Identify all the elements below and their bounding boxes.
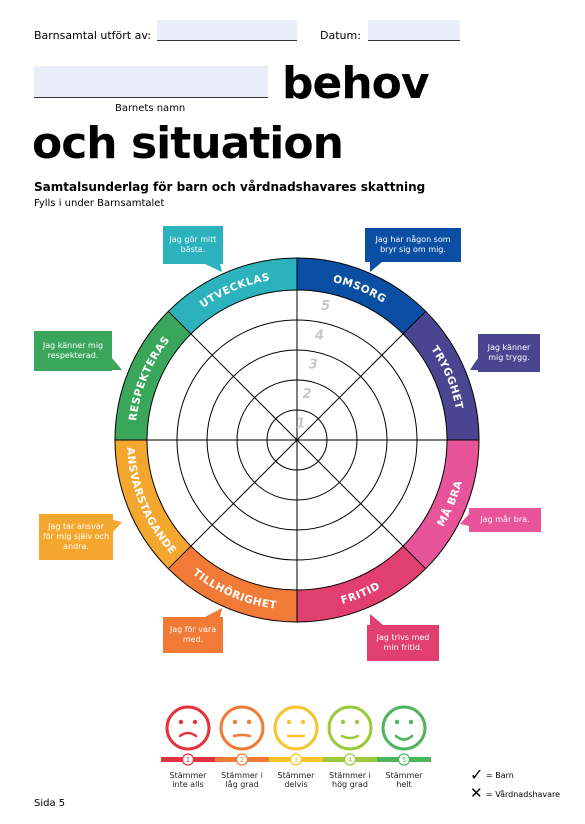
face-4-icon (327, 705, 373, 751)
face-mouth (232, 733, 252, 738)
face-eye (300, 719, 306, 725)
title-word-behov: behov (282, 58, 430, 109)
child-name-label: Barnets namn (115, 103, 186, 114)
scale-number-badge (235, 753, 249, 766)
face-eye (408, 719, 414, 725)
subtitle: Samtalsunderlag för barn och vårdnadshav… (34, 180, 426, 194)
scale-caption-3: Stämmer delvis (277, 771, 315, 789)
scale-number-2: 2 (302, 387, 311, 402)
face-mouth (340, 734, 360, 740)
bubble-trygghet: Jag känner mig trygg. (478, 334, 540, 372)
performed-by-underline (157, 40, 297, 41)
face-mouth (178, 731, 198, 738)
face-2-icon (219, 705, 265, 751)
scale-number-5: 5 (321, 299, 330, 314)
wheel-segment-ansvarstagande (115, 440, 191, 569)
scale-caption-1: Stämmer inte alls (169, 771, 207, 789)
date-label: Datum: (320, 29, 361, 42)
bubble-utvecklas: Jag gör mitt bästa. (163, 226, 223, 264)
child-name-underline (34, 97, 268, 98)
scale-caption-4: Stämmer i hög grad (329, 771, 371, 789)
scale-caption-5: Stämmer helt (385, 771, 423, 789)
scale-number-text: 1 (186, 756, 190, 764)
face-mouth (394, 734, 414, 741)
wheel-segment-fritid (297, 546, 426, 622)
face-eye (354, 719, 360, 725)
cross-mark-icon: ✕ (470, 784, 483, 802)
scale-number-1: 1 (296, 416, 305, 431)
scale-number-badge (289, 753, 303, 766)
scale-number-badge (397, 753, 411, 766)
scale-number-badge (343, 753, 357, 766)
wheel-spoke (167, 439, 298, 570)
check-mark-icon: ✓ (470, 765, 484, 784)
legend-child: = Barn (486, 771, 514, 780)
wheel-segment-omsorg (297, 258, 426, 334)
bubble-ansvarstagande: Jag tar ansvar för mig själv och andra. (39, 514, 113, 560)
wheel-spoke (296, 439, 427, 570)
face-5-icon (381, 705, 427, 751)
legend-guardian: = Vårdnadshavare (486, 790, 561, 799)
scale-number-3: 3 (309, 358, 318, 373)
wheel-spoke (296, 310, 427, 441)
bubble-fritid: Jag trivs med min fritid. (367, 625, 439, 661)
bubble-omsorg: Jag har någon som bryr sig om mig. (365, 228, 461, 262)
title-line2: och situation (32, 118, 344, 169)
performed-by-label: Barnsamtal utfört av: (34, 29, 151, 42)
face-eye (246, 719, 252, 725)
instruction-note: Fylls i under Barnsamtalet (34, 198, 165, 209)
face-eye (232, 719, 238, 725)
performed-by-field[interactable] (157, 20, 297, 40)
face-eye (340, 719, 346, 725)
bubble-respekteras: Jag känner mig respekterad. (34, 331, 112, 371)
scale-number-text: 3 (294, 756, 298, 764)
wheel-spoke (167, 310, 298, 441)
face-eye (286, 719, 292, 725)
face-3-icon (273, 705, 319, 751)
wheel-segment-tillhörighet (168, 546, 297, 622)
bubble-tillhorighet: Jag för vara med. (163, 617, 223, 653)
scale-number-text: 4 (348, 756, 353, 764)
date-field[interactable] (368, 20, 460, 40)
face-eye (192, 719, 198, 725)
face-1-icon (165, 705, 211, 751)
face-eye (394, 719, 400, 725)
scale-caption-2: Stämmer i låg grad (221, 771, 263, 789)
scale-number-badge (181, 753, 195, 766)
child-name-field[interactable] (34, 66, 268, 97)
wheel-segment-respekteras (115, 311, 191, 440)
bubble-ma-bra: Jag mår bra. (469, 508, 541, 532)
wheel-segment-trygghet (403, 311, 479, 440)
scale-number-text: 2 (240, 756, 244, 764)
scale-number-4: 4 (314, 328, 324, 343)
face-eye (178, 719, 184, 725)
page-number: Sida 5 (34, 798, 66, 809)
wheel-segment-utvecklas (168, 258, 297, 334)
date-underline (368, 40, 460, 41)
scale-number-text: 5 (402, 756, 406, 764)
wheel-segment-må bra (403, 440, 479, 569)
